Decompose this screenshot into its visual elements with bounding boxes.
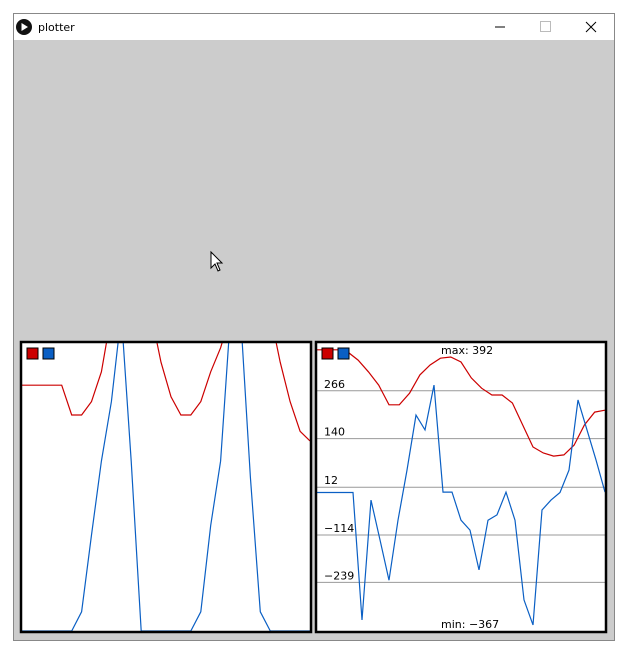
min-label: min: −367 [441,618,499,631]
app-icon-glyph [21,23,28,31]
max-label: max: 392 [441,344,493,357]
plot-border [314,340,608,634]
title-bar [14,14,614,40]
series-line [22,343,310,442]
legend-swatch [321,347,334,360]
y-tick-label: 12 [324,474,338,487]
plot-area [22,343,310,631]
mouse-cursor [210,250,224,272]
series-line [317,384,605,626]
legend-swatch [26,347,39,360]
legend-swatch [337,347,350,360]
y-tick-label: −114 [324,522,354,535]
series-line [317,349,605,457]
window-title: plotter [38,21,75,34]
y-tick-label: −239 [324,569,354,582]
close-button[interactable] [585,21,597,33]
y-tick-label: 266 [324,378,345,391]
legend-swatch [42,347,55,360]
plot-border [19,340,313,634]
y-tick-label: 140 [324,426,345,439]
series-line [22,343,310,631]
maximize-button[interactable] [540,21,551,32]
plot-content [317,349,605,626]
plot-content [22,343,310,631]
